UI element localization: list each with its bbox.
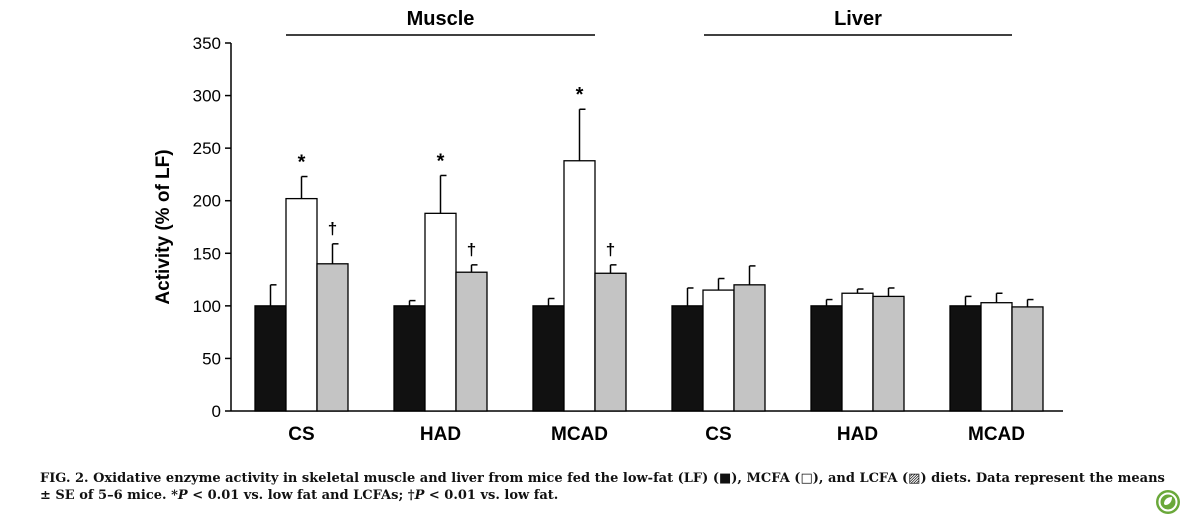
figure-caption: FIG. 2. Oxidative enzyme activity in ske…	[40, 470, 1180, 504]
category-label: MCAD	[968, 424, 1025, 445]
bar	[980, 302, 1013, 412]
significance-mark: *	[576, 84, 584, 106]
bar	[702, 289, 735, 412]
bar	[810, 305, 843, 412]
panel-title: Liver	[834, 8, 882, 30]
category-label: CS	[705, 424, 731, 445]
bar	[563, 160, 596, 412]
y-axis-label: Activity (% of LF)	[153, 149, 174, 304]
significance-mark: *	[437, 150, 445, 172]
bar	[841, 292, 874, 412]
significance-mark: †	[328, 219, 337, 238]
panel-title: Muscle	[407, 8, 475, 30]
bar	[285, 197, 318, 412]
bar	[872, 295, 905, 412]
caption-p-1: P	[177, 488, 188, 503]
bar	[393, 305, 426, 412]
bar	[532, 305, 565, 412]
caption-part-1: FIG. 2. Oxidative enzyme activity in ske…	[40, 471, 719, 486]
leaf-badge-icon	[1156, 490, 1180, 514]
y-tick-label: 250	[193, 139, 221, 158]
caption-part-2: ), MCFA (	[731, 471, 801, 486]
caption-lcfa-symbol: ▨	[908, 471, 921, 486]
caption-part-4: ) diets. Data represent the means ± SE o…	[40, 471, 1165, 503]
bar	[316, 263, 349, 412]
caption-mcfa-symbol: □	[800, 471, 813, 486]
bar	[1011, 306, 1044, 412]
bar	[455, 271, 488, 412]
bar	[671, 305, 704, 412]
y-tick-label: 50	[202, 349, 221, 368]
caption-lf-symbol: ■	[718, 471, 732, 486]
y-tick-label: 0	[212, 402, 221, 421]
significance-mark: †	[467, 240, 476, 259]
caption-part-6: < 0.01 vs. low fat.	[424, 488, 559, 503]
category-label: HAD	[837, 424, 878, 445]
bar-chart: 0 50 100 150 200 250 300 350 Activity (% of LF) *…	[153, 8, 1063, 445]
bar	[949, 305, 982, 412]
significance-mark: *	[298, 152, 306, 174]
caption-p-2: P	[414, 488, 425, 503]
y-tick-label: 300	[193, 87, 221, 106]
y-tick-label: 150	[193, 244, 221, 263]
y-tick-label: 200	[193, 192, 221, 211]
significance-mark: †	[606, 240, 615, 259]
bar	[424, 212, 457, 412]
y-tick-label: 350	[193, 34, 221, 53]
caption-part-3: ), and LCFA (	[812, 471, 909, 486]
category-label: HAD	[420, 424, 461, 445]
bar	[254, 305, 287, 412]
category-label: MCAD	[551, 424, 608, 445]
caption-part-5: < 0.01 vs. low fat and LCFAs; †	[187, 488, 415, 503]
bar	[594, 272, 627, 412]
y-tick-label: 100	[193, 297, 221, 316]
category-label: CS	[288, 424, 314, 445]
bar	[733, 284, 766, 412]
